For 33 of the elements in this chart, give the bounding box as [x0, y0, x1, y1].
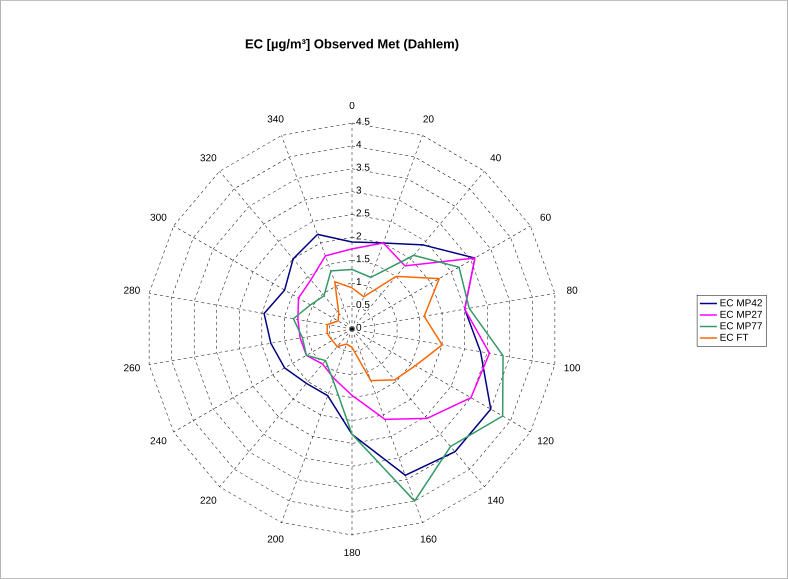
spoke-label: 140	[488, 496, 504, 504]
spoke-label: 280	[124, 286, 140, 294]
legend-label: EC FT	[720, 334, 748, 341]
spoke-label: 160	[420, 535, 436, 543]
legend-label: EC MP42	[720, 299, 762, 306]
spoke-label: 180	[344, 548, 360, 556]
spoke-label: 40	[490, 154, 501, 162]
spoke-label: 320	[200, 154, 216, 162]
y-tick-label: 0	[356, 324, 362, 331]
spoke-label: 60	[540, 214, 551, 221]
spoke-label: 120	[538, 437, 554, 444]
y-tick-label: 4	[356, 140, 362, 148]
legend-label: EC MP77	[720, 322, 762, 330]
y-tick-label: 3.5	[356, 164, 370, 171]
y-tick-label: 4.5	[356, 118, 370, 125]
spoke-label: 300	[150, 214, 166, 221]
y-tick-label: 3	[356, 186, 362, 194]
spoke-label: 220	[200, 496, 216, 504]
legend-label: EC MP27	[720, 310, 762, 318]
spoke-label: 340	[268, 115, 284, 123]
spoke-label: 0	[350, 102, 354, 110]
spoke-label: 260	[124, 364, 140, 372]
chart-title: EC [µg/m³] Observed Met (Dahlem)	[246, 38, 458, 52]
spoke-label: 80	[566, 286, 578, 294]
y-tick-label: 2.5	[356, 209, 370, 216]
spoke-label: 20	[423, 115, 434, 123]
spoke-label: 100	[564, 364, 580, 372]
y-tick-label: 1.5	[356, 255, 370, 262]
y-tick-label: 0.5	[356, 300, 370, 308]
spoke-label: 240	[150, 437, 166, 444]
spoke-label: 200	[268, 535, 284, 543]
y-tick-label: 1	[356, 278, 362, 286]
y-tick-label: 2	[356, 232, 362, 240]
